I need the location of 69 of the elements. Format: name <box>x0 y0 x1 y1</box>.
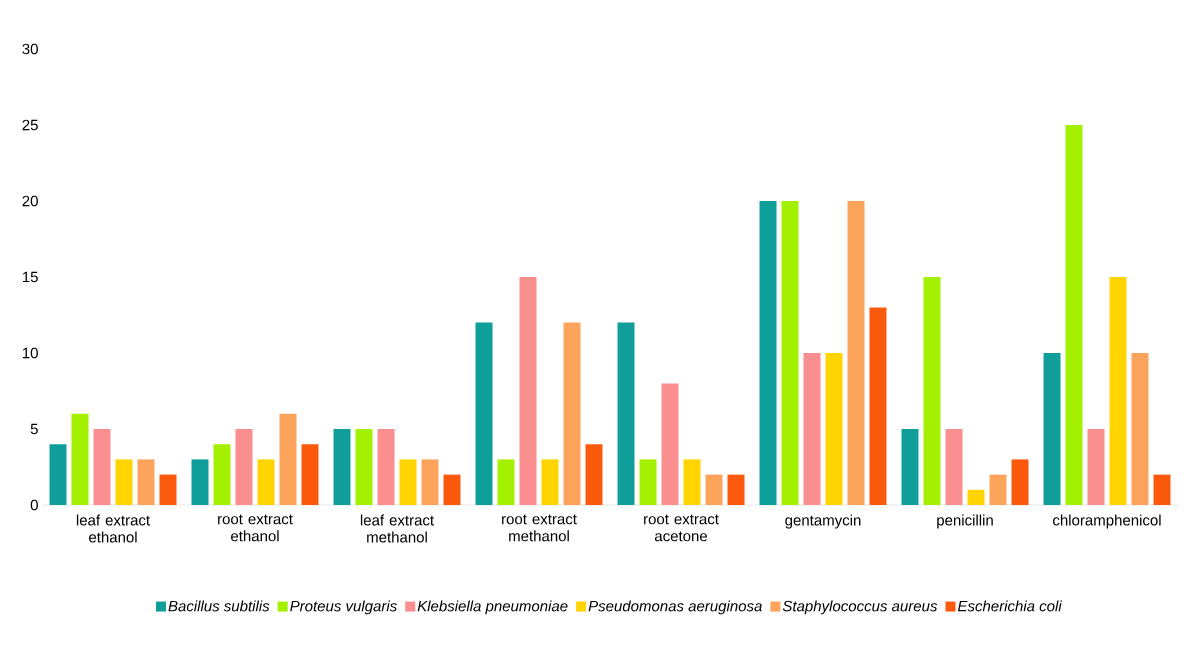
bar <box>1065 125 1083 505</box>
bar <box>945 429 963 505</box>
bar <box>639 459 657 505</box>
bar <box>705 474 723 505</box>
bar <box>399 459 417 505</box>
bar <box>825 353 843 505</box>
bar <box>497 459 515 505</box>
bar <box>93 429 111 505</box>
bar <box>49 444 67 505</box>
bar <box>191 459 209 505</box>
legend-label: Pseudomonas aeruginosa <box>588 600 762 615</box>
bar <box>1011 459 1029 505</box>
x-tick-label: gentamycin <box>785 514 861 529</box>
bar <box>333 429 351 505</box>
x-tick-label: penicillin <box>937 514 993 529</box>
bar <box>475 322 493 505</box>
bar <box>1109 277 1127 505</box>
x-tick-label: root extract methanol <box>502 514 577 542</box>
bar <box>727 474 745 505</box>
legend-label: Klebsiella pneumoniae <box>417 600 568 615</box>
bar <box>257 459 275 505</box>
x-tick-label: chloramphenicol <box>1053 514 1161 529</box>
y-tick-label: 20 <box>22 195 38 207</box>
x-tick-label: leaf extract methanol <box>360 514 434 543</box>
bar <box>421 459 439 505</box>
x-tick-label: root extract ethanol <box>218 514 293 542</box>
y-tick-label: 10 <box>22 347 38 359</box>
bar <box>115 459 133 505</box>
bar <box>1043 353 1061 505</box>
legend-label: Escherichia coli <box>957 600 1062 612</box>
bar <box>279 413 297 505</box>
bar <box>617 322 635 505</box>
legend-label: Staphylococcus aureus <box>782 600 938 615</box>
bar <box>989 474 1007 505</box>
bar <box>541 459 559 505</box>
bar <box>803 353 821 505</box>
y-tick-label: 15 <box>22 271 38 283</box>
bar <box>71 413 89 505</box>
bar <box>1131 353 1149 505</box>
bar <box>781 201 799 505</box>
x-tick-label: root extract acetone <box>644 514 719 542</box>
y-tick-label: 25 <box>22 119 38 131</box>
bar <box>661 383 679 505</box>
bar <box>1153 474 1171 505</box>
legend-label: Proteus vulgaris <box>290 600 397 615</box>
y-tick-label: 5 <box>30 423 38 435</box>
bar <box>923 277 941 505</box>
y-tick-label: 30 <box>22 43 38 55</box>
bar <box>869 307 887 505</box>
bar <box>683 459 701 505</box>
bar <box>355 429 373 505</box>
bar <box>519 277 537 505</box>
bar <box>1087 429 1105 505</box>
bar <box>443 474 461 505</box>
bar <box>159 474 177 505</box>
bar <box>301 444 319 505</box>
bar <box>967 489 985 505</box>
legend-label: Bacillus subtilis <box>168 600 270 612</box>
bar <box>901 429 919 505</box>
bar <box>759 201 777 505</box>
bar <box>213 444 231 505</box>
y-tick-label: 0 <box>30 499 38 511</box>
bar <box>235 429 253 505</box>
x-tick-label: leaf extract ethanol <box>76 514 150 543</box>
bar <box>847 201 865 505</box>
bar <box>585 444 603 505</box>
bar <box>563 322 581 505</box>
bar <box>377 429 395 505</box>
bar <box>137 459 155 505</box>
